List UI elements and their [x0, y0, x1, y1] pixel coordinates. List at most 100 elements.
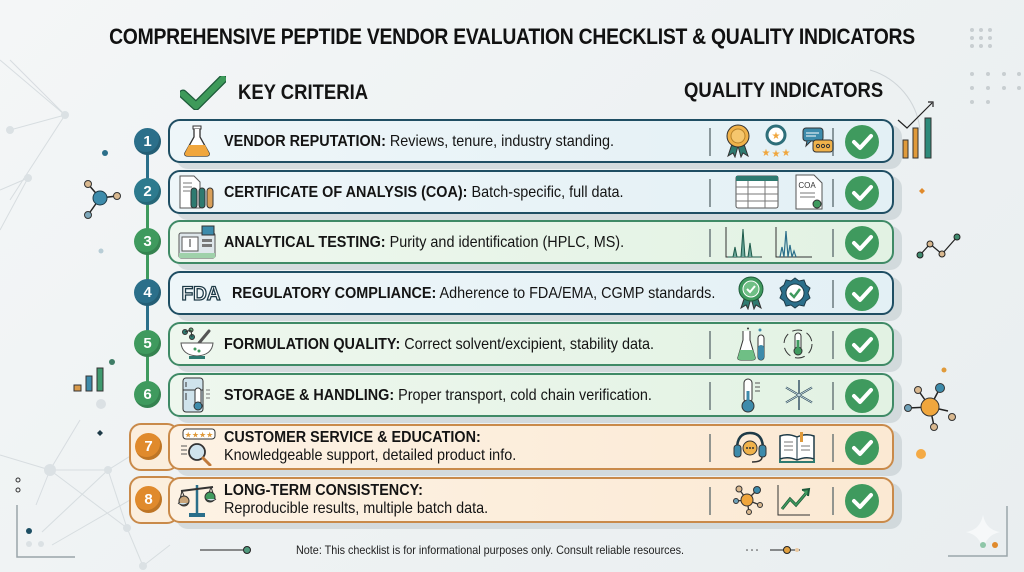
- bar-chart-icon-left: [73, 359, 115, 392]
- divider: [709, 434, 711, 462]
- data-table-icon: [735, 175, 779, 209]
- step-number-3: 3: [134, 228, 161, 255]
- divider: [832, 331, 834, 359]
- disclaimer-note: Note: This checklist is for informationa…: [296, 543, 684, 557]
- trend-chart-icon: [777, 485, 811, 516]
- page-title: COMPREHENSIVE PEPTIDE VENDOR EVALUATION …: [109, 24, 915, 49]
- criteria-row-7: ★★★★ CUSTOMER SERVICE & EDUCATION: Knowl…: [168, 424, 894, 470]
- verified-badge-icon: [779, 277, 811, 309]
- step-number-5: 5: [134, 330, 161, 357]
- key-criteria-label: KEY CRITERIA: [238, 81, 369, 104]
- award-ribbon-icon: [726, 124, 750, 158]
- fda-logo-icon: FDA: [181, 283, 222, 303]
- check-circle-icon: [845, 176, 879, 210]
- criteria-title: CERTIFICATE OF ANALYSIS (COA):: [224, 183, 468, 201]
- svg-text:★★★★: ★★★★: [185, 431, 214, 440]
- criteria-title: FORMULATION QUALITY:: [224, 335, 401, 353]
- quality-indicators-header: QUALITY INDICATORS: [684, 79, 884, 102]
- divider: [832, 128, 834, 156]
- criteria-desc: Correct solvent/excipient, stability dat…: [404, 335, 654, 353]
- criteria-title: ANALYTICAL TESTING:: [224, 233, 386, 251]
- divider: [832, 434, 834, 462]
- coa-document-icon: COA: [795, 174, 823, 210]
- check-circle-icon: [845, 484, 879, 518]
- snowflake-icon: [785, 380, 813, 410]
- balance-scale-icon: [177, 485, 217, 517]
- svg-text:★: ★: [782, 148, 791, 158]
- timeline-line-blue: [146, 140, 149, 190]
- line-chart-icon-right: [916, 233, 961, 259]
- svg-text:COA: COA: [798, 181, 816, 190]
- check-circle-icon: [845, 226, 879, 260]
- flask-tube-icon: [737, 327, 765, 361]
- review-search-icon: ★★★★: [181, 428, 216, 466]
- divider: [709, 487, 711, 515]
- divider: [832, 229, 834, 257]
- criteria-desc: Proper transport, cold chain verificatio…: [398, 386, 652, 404]
- step-number-7: 7: [135, 433, 162, 460]
- step-number-2: 2: [134, 178, 161, 205]
- criteria-title: VENDOR REPUTATION:: [224, 132, 386, 150]
- temperature-cycle-icon: [783, 329, 813, 359]
- big-checkmark-icon: [180, 76, 226, 110]
- network-nodes-icon: [733, 485, 763, 515]
- check-circle-icon: [845, 328, 879, 362]
- headset-icon: [733, 431, 767, 463]
- refrigerator-icon: [182, 377, 210, 413]
- key-criteria-header: KEY CRITERIA: [180, 76, 386, 110]
- step-number-8: 8: [135, 486, 162, 513]
- document-test-tubes-icon: [179, 175, 214, 209]
- timeline-line-green2: [146, 340, 149, 395]
- divider: [709, 128, 711, 156]
- open-book-icon: [779, 432, 815, 463]
- criteria-title: CUSTOMER SERVICE & EDUCATION:: [224, 429, 481, 446]
- divider: [832, 280, 834, 308]
- divider: [832, 382, 834, 410]
- hplc-chromatogram-icon: [725, 227, 762, 258]
- criteria-row-5: FORMULATION QUALITY: Correct solvent/exc…: [168, 322, 894, 366]
- check-circle-icon: [845, 431, 879, 465]
- check-circle-icon: [845, 277, 879, 311]
- criteria-row-2: CERTIFICATE OF ANALYSIS (COA): Batch-spe…: [168, 170, 894, 214]
- criteria-row-8: LONG-TERM CONSISTENCY: Reproducible resu…: [168, 477, 894, 523]
- timeline-line-blue2: [146, 290, 149, 340]
- criteria-title: REGULATORY COMPLIANCE:: [232, 284, 437, 302]
- step-number-1: 1: [134, 128, 161, 155]
- step-number-4: 4: [134, 279, 161, 306]
- criteria-row-3: ANALYTICAL TESTING: Purity and identific…: [168, 220, 894, 264]
- step-number-6: 6: [134, 381, 161, 408]
- criteria-title: STORAGE & HANDLING:: [224, 386, 395, 404]
- criteria-desc: Knowledgeable support, detailed product …: [224, 447, 517, 464]
- check-circle-icon: [845, 379, 879, 413]
- divider: [709, 382, 711, 410]
- divider: [832, 487, 834, 515]
- certified-ribbon-icon: [738, 276, 764, 310]
- criteria-desc: Purity and identification (HPLC, MS).: [389, 233, 625, 251]
- criteria-desc: Reviews, tenure, industry standing.: [389, 132, 614, 150]
- growth-chart-icon-right: [897, 101, 934, 159]
- molecule-icon-left: [84, 180, 121, 219]
- divider: [709, 229, 711, 257]
- molecule-icon-right: [904, 383, 956, 431]
- divider: [832, 179, 834, 207]
- criteria-desc: Adherence to FDA/EMA, CGMP standards.: [439, 284, 716, 302]
- chat-bubbles-icon: [802, 127, 834, 153]
- criteria-desc: Reproducible results, multiple batch dat…: [224, 500, 489, 517]
- criteria-row-6: STORAGE & HANDLING: Proper transport, co…: [168, 373, 894, 417]
- divider: [709, 179, 711, 207]
- star-rating-icon: ★ ★ ★ ★: [762, 124, 791, 158]
- mortar-pestle-icon: [180, 327, 214, 359]
- svg-text:★: ★: [762, 148, 771, 158]
- criteria-title: LONG-TERM CONSISTENCY:: [224, 482, 423, 499]
- criteria-row-1: VENDOR REPUTATION: Reviews, tenure, indu…: [168, 119, 894, 163]
- divider: [709, 331, 711, 359]
- svg-text:★: ★: [772, 149, 781, 158]
- check-circle-icon: [845, 125, 879, 159]
- criteria-row-4: FDA REGULATORY COMPLIANCE: Adherence to …: [168, 271, 894, 315]
- flask-icon: [184, 125, 210, 157]
- svg-text:FDA: FDA: [181, 284, 220, 303]
- svg-text:★: ★: [772, 131, 781, 142]
- criteria-desc: Batch-specific, full data.: [471, 183, 624, 201]
- ms-spectrum-icon: [775, 227, 812, 258]
- thermometer-icon: [741, 378, 760, 413]
